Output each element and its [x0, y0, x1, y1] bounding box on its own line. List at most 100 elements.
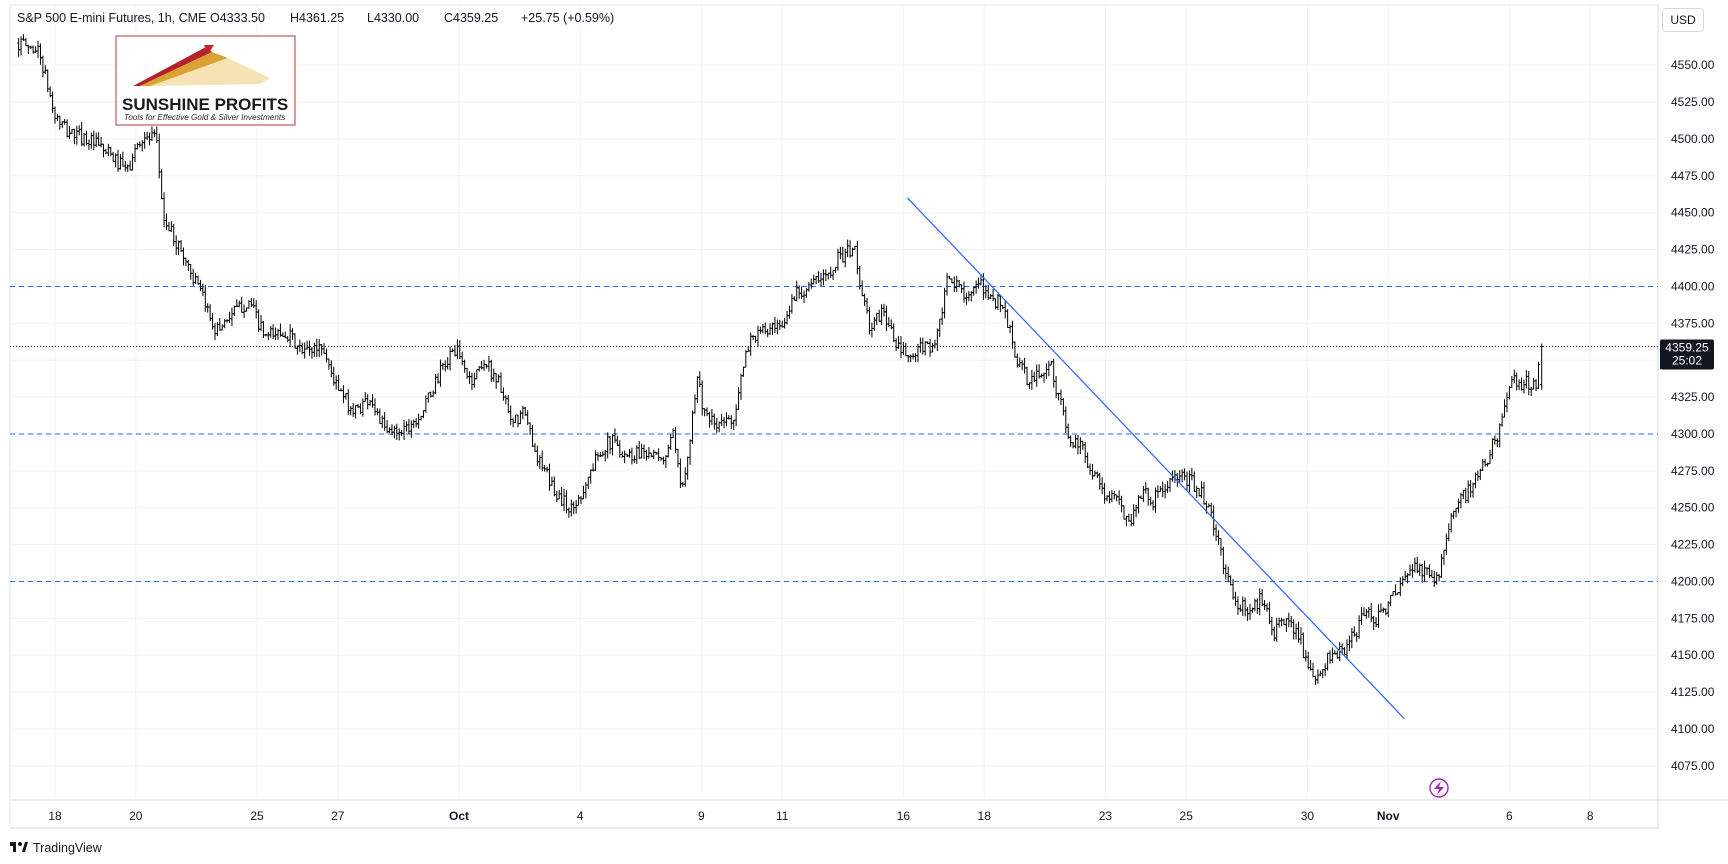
candle	[1161, 481, 1165, 498]
candle	[533, 442, 537, 452]
candle	[1386, 601, 1390, 618]
candle	[58, 115, 62, 130]
candle	[994, 298, 998, 310]
candle	[560, 487, 564, 506]
candle	[89, 132, 93, 149]
candle	[441, 362, 445, 370]
candle	[989, 293, 993, 300]
candle	[577, 494, 581, 506]
candle	[535, 445, 539, 467]
candle	[1117, 490, 1121, 505]
candle	[1367, 606, 1371, 618]
candle	[1272, 626, 1276, 642]
candle	[1226, 566, 1230, 583]
candle	[1214, 524, 1218, 541]
current-price-value: 4359.25	[1665, 341, 1709, 355]
price-tick-label: 4375.00	[1671, 316, 1715, 330]
candle	[106, 143, 110, 157]
candle	[43, 65, 47, 74]
tradingview-logo-icon	[10, 842, 28, 852]
candle	[1044, 363, 1048, 380]
candle	[734, 404, 738, 427]
candle	[1100, 477, 1104, 495]
candle	[1190, 467, 1194, 481]
candle	[286, 335, 290, 343]
candle	[1163, 484, 1167, 499]
candle	[1107, 491, 1111, 504]
price-tick-label: 4525.00	[1671, 95, 1715, 109]
candle	[235, 299, 239, 307]
candle	[547, 463, 551, 491]
candle	[1248, 603, 1252, 620]
candle	[240, 296, 244, 313]
candle	[177, 240, 181, 255]
sunshine-profits-logo: SUNSHINE PROFITS Tools for Effective Gol…	[115, 35, 296, 126]
logo-swoosh-icon	[133, 45, 270, 86]
candle	[952, 276, 956, 292]
candle	[792, 296, 796, 301]
candle	[892, 323, 896, 342]
candle	[715, 418, 719, 433]
candle	[1090, 463, 1094, 480]
candle	[744, 350, 748, 368]
candle	[1275, 617, 1279, 642]
candle	[143, 131, 147, 149]
time-tick-label: 25	[250, 809, 264, 823]
candle	[1532, 377, 1536, 390]
candle	[831, 270, 835, 281]
candle	[606, 432, 610, 459]
candle	[140, 140, 144, 152]
candle-last	[1540, 343, 1544, 390]
candle	[594, 450, 598, 471]
candle	[1369, 602, 1373, 623]
candle	[421, 410, 425, 419]
candle	[1437, 573, 1441, 582]
time-tick-label: 18	[978, 809, 992, 823]
candle	[1233, 591, 1237, 606]
candle	[1505, 392, 1509, 413]
candle	[167, 222, 171, 232]
candle	[848, 240, 852, 258]
candle	[1389, 594, 1393, 607]
candle	[1134, 504, 1138, 518]
candle	[349, 406, 353, 416]
trend-line-layer[interactable]	[907, 197, 1405, 720]
candle	[778, 319, 782, 330]
time-tick-label: 8	[1587, 809, 1594, 823]
header-legend[interactable]: S&P 500 E-mini Futures, 1h, CME O4333.50…	[17, 11, 614, 25]
candle	[351, 402, 355, 417]
trend-line[interactable]	[907, 197, 1405, 720]
candle	[448, 346, 452, 371]
candle	[1217, 530, 1221, 545]
candle	[506, 395, 510, 414]
candle	[729, 415, 733, 429]
candle	[1500, 413, 1504, 427]
candle	[499, 372, 503, 393]
candle	[1270, 616, 1274, 636]
time-axis[interactable]: 18 20 25 27 Oct 4 9 11 16 18 23 25 30 Nov 6 8	[48, 809, 1594, 823]
candle	[446, 357, 450, 370]
candle	[1282, 618, 1286, 626]
candle	[354, 405, 358, 419]
price-axis[interactable]: 4075.00 4100.00 4125.00 4150.00 4175.00 4200.…	[1671, 58, 1715, 773]
candle	[863, 293, 867, 307]
candle	[75, 125, 79, 145]
candle	[1495, 438, 1499, 448]
candle	[34, 46, 38, 53]
candle	[1524, 370, 1528, 389]
candle	[1069, 435, 1073, 447]
candle	[938, 318, 942, 338]
tradingview-branding[interactable]: TradingView	[10, 841, 103, 855]
lightning-icon[interactable]	[1429, 778, 1449, 798]
candle	[341, 385, 345, 404]
candle	[1088, 463, 1092, 475]
time-tick-label: 20	[129, 809, 143, 823]
currency-selector[interactable]: USD	[1662, 8, 1704, 32]
candle	[800, 286, 804, 299]
candle	[482, 359, 486, 371]
candle	[785, 311, 789, 325]
candle	[724, 412, 728, 427]
candle	[623, 450, 627, 464]
candle	[821, 269, 825, 286]
